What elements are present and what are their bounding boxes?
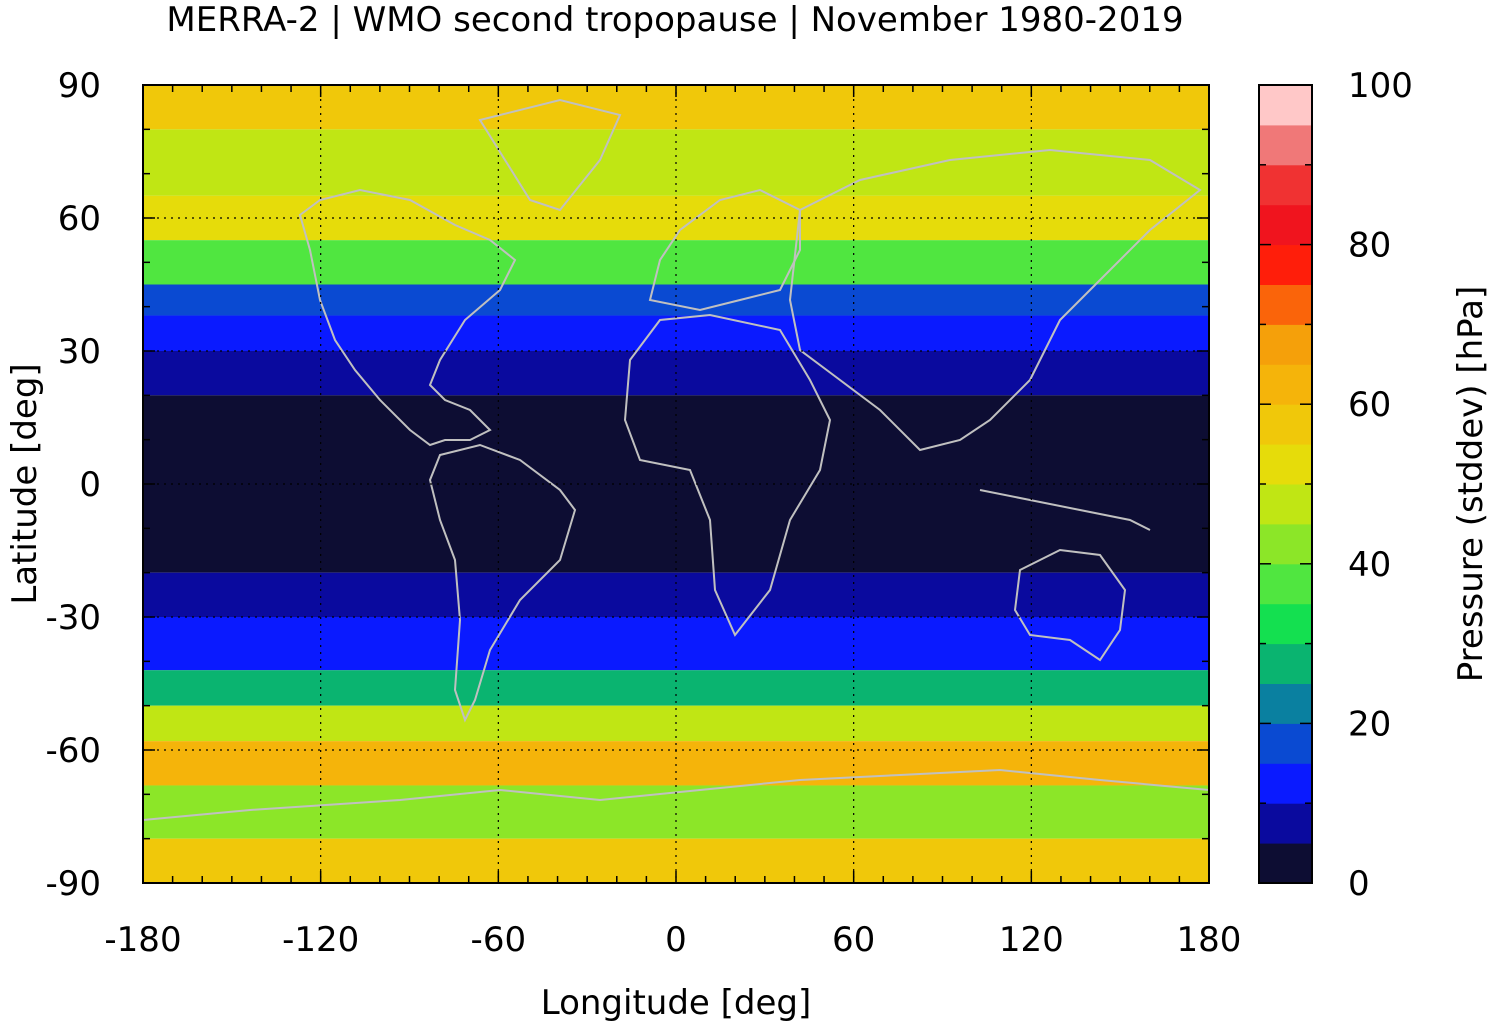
colorbar-segment [1259,124,1312,166]
coastline-africa [623,313,832,637]
chart-title: MERRA-2 | WMO second tropopause | Novemb… [166,0,1183,40]
colorbar [1259,85,1312,884]
colorbar-ticks [1259,84,1312,884]
y-tick-label: -90 [45,864,101,904]
x-tick-label: -120 [282,920,359,960]
x-tick-label: 180 [1177,920,1242,960]
colorbar-tick-label: 20 [1348,704,1391,744]
coastline-north-america [298,188,517,447]
colorbar-segment [1259,523,1312,565]
colorbar-segment [1259,404,1312,445]
y-axis-label: Latitude [deg] [5,363,45,604]
coastline-asia [788,148,1202,452]
colorbar-segment [1259,484,1312,525]
colorbar-tick-label: 0 [1348,864,1370,904]
y-tick-labels: 90 60 30 0 -30 -60 -90 [45,66,101,904]
colorbar-tick-label: 80 [1348,226,1391,266]
colorbar-segment [1259,723,1312,764]
y-tick-label: 30 [58,332,101,372]
colorbar-segment [1259,364,1312,405]
colorbar-segment [1259,843,1312,884]
y-tick-label: 90 [58,66,101,106]
coastline-australia [1013,548,1127,662]
colorbar-label: Pressure (stddev) [hPa] [1451,286,1491,682]
y-tick-label: -60 [45,731,101,771]
colorbar-segment [1259,603,1312,645]
coastline-south-america [428,443,577,723]
x-tick-labels: -180 -120 -60 0 60 120 180 [104,920,1241,960]
y-tick-label: 60 [58,199,101,239]
colorbar-segment [1259,763,1312,804]
colorbar-segment [1259,85,1312,126]
x-tick-label: 60 [832,920,875,960]
x-tick-label: -60 [471,920,527,960]
coastline-indonesia [979,489,1151,531]
map-plot-area [143,85,1209,883]
coastlines [143,98,1209,821]
colorbar-segment [1259,563,1312,605]
colorbar-segment [1259,683,1312,724]
colorbar-segment [1259,444,1312,485]
colorbar-segment [1259,324,1312,365]
y-tick-label: -30 [45,598,101,638]
x-axis-label: Longitude [deg] [541,983,812,1023]
x-tick-label: 120 [999,920,1064,960]
colorbar-segment [1259,803,1312,844]
axis-ticks [142,84,1210,884]
coastline-greenland [478,98,622,212]
colorbar-tick-labels: 100 80 60 40 20 0 [1348,66,1413,904]
coastline-antarctica [143,768,1209,821]
colorbar-segment [1259,244,1312,285]
x-tick-label: 0 [665,920,687,960]
latitude-band-13 [143,785,1209,839]
x-tick-label: -180 [104,920,181,960]
colorbar-segment [1259,204,1312,246]
colorbar-segment [1259,164,1312,206]
latitude-band-8 [143,572,1209,617]
colorbar-tick-label: 100 [1348,66,1413,106]
colorbar-tick-label: 40 [1348,545,1391,585]
colorbar-segment [1259,284,1312,325]
y-tick-label: 0 [79,465,101,505]
grid-lines [143,85,1209,883]
colorbar-segment [1259,643,1312,684]
colorbar-tick-label: 60 [1348,385,1391,425]
